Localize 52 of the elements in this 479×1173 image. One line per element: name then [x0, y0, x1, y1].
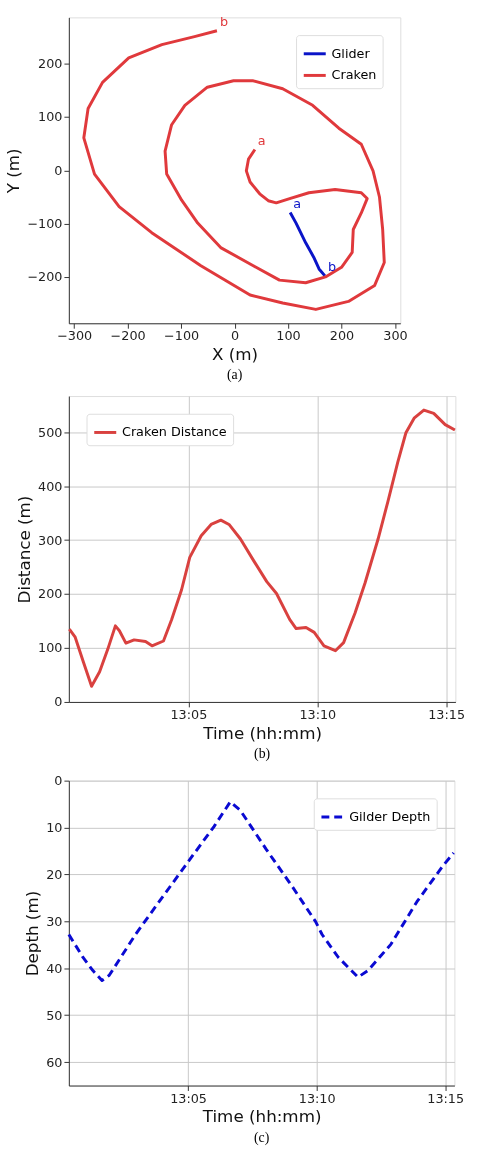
y-axis-title: Y (m)	[3, 148, 24, 195]
y-tick-label: 20	[46, 866, 63, 882]
y-tick-label: −200	[27, 269, 63, 285]
y-tick-label: 0	[54, 773, 63, 789]
x-tick-label: 13:05	[170, 1090, 207, 1106]
x-tick-label: 13:10	[298, 1090, 336, 1106]
y-tick-label: 400	[38, 478, 63, 494]
x-tick-label: 200	[329, 328, 355, 344]
x-tick-label: 13:05	[170, 707, 208, 723]
x-tick-label: 0	[231, 328, 240, 344]
y-tick-label: 500	[38, 424, 63, 440]
x-tick-label: 13:10	[299, 707, 337, 723]
x-tick-label: 300	[383, 328, 408, 344]
y-tick-label: 0	[54, 694, 63, 710]
legend-label: Craken Distance	[121, 424, 227, 440]
y-tick-label: 60	[46, 1054, 63, 1070]
line-series	[67, 800, 456, 982]
legend-label: Glider	[331, 45, 371, 61]
text: (c)	[253, 1129, 270, 1146]
y-tick-label: 100	[38, 640, 63, 656]
x-axis-title: X (m)	[212, 344, 259, 365]
y-tick-label: 300	[38, 532, 63, 548]
y-tick-label: 0	[54, 162, 63, 178]
x-tick-label: −200	[110, 328, 146, 344]
line-series	[288, 210, 327, 278]
annotation: a	[293, 195, 301, 211]
y-tick-label: 10	[46, 819, 63, 835]
x-axis-title: Time (hh:mm)	[201, 1106, 322, 1127]
y-axis-title: Distance (m)	[14, 495, 35, 604]
y-tick-label: 50	[46, 1007, 63, 1023]
x-axis-title: Time (hh:mm)	[202, 722, 322, 743]
y-tick-label: 200	[38, 586, 63, 602]
line-series	[82, 29, 386, 311]
x-tick-label: −300	[57, 328, 93, 344]
legend-label: Gilder Depth	[349, 808, 431, 824]
y-tick-label: 40	[46, 960, 63, 976]
x-tick-label: 13:15	[428, 707, 466, 723]
y-tick-label: −100	[27, 216, 63, 232]
annotation: b	[219, 13, 228, 29]
y-tick-label: 200	[38, 56, 63, 72]
annotation: a	[257, 132, 266, 148]
y-tick-label: 30	[46, 913, 63, 929]
legend-label: Craken	[331, 67, 377, 83]
x-tick-label: −100	[164, 328, 200, 344]
x-tick-label: 13:15	[427, 1090, 465, 1106]
text: (a)	[226, 367, 243, 384]
annotation: b	[327, 258, 336, 274]
line-series	[67, 408, 457, 688]
x-tick-label: 100	[276, 328, 301, 344]
y-tick-label: 100	[38, 109, 63, 125]
text: (b)	[254, 746, 271, 763]
y-axis-title: Depth (m)	[22, 890, 43, 977]
